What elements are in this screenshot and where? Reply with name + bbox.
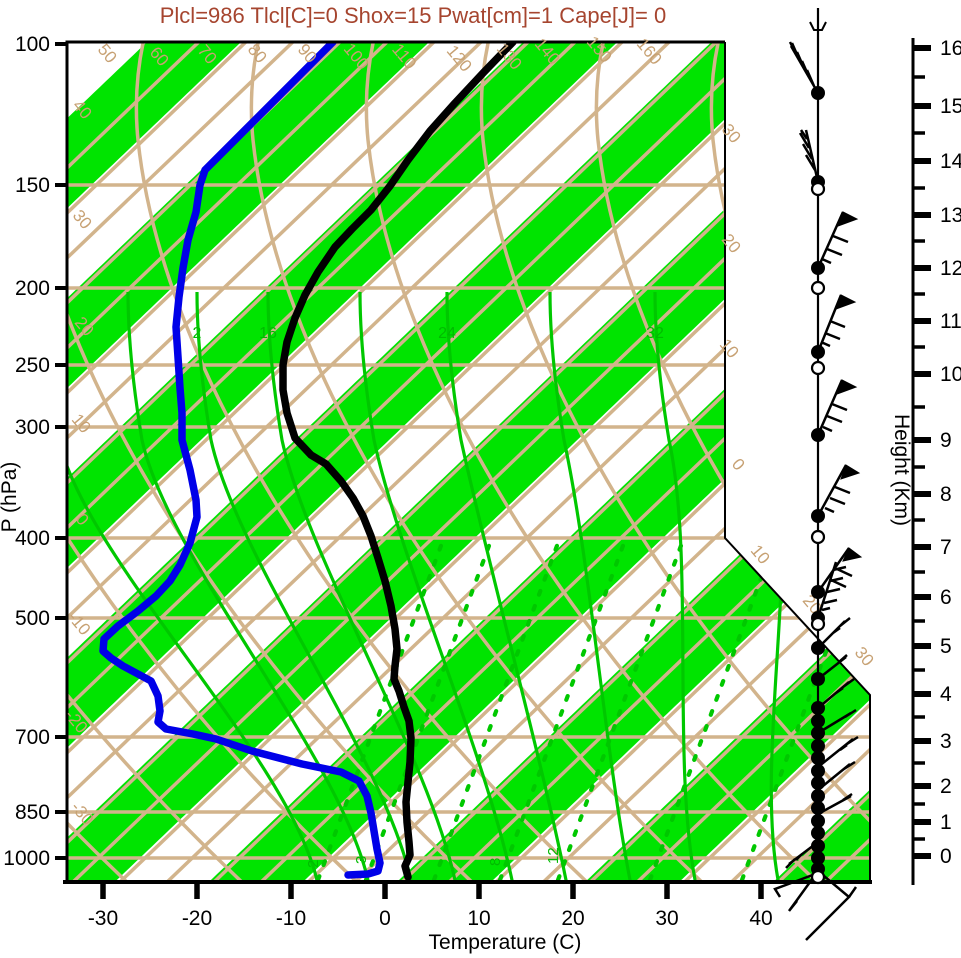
mixing-ratio-lines	[315, 540, 869, 880]
temp-tick-label: 0	[379, 907, 391, 930]
temperature-axis: -30 -20 -10 0 10 20 30 40 Temperature (C…	[88, 883, 773, 954]
temp-tick-label: -30	[88, 907, 118, 930]
pressure-tick-label: 150	[15, 174, 50, 197]
temp-tick-label: 30	[655, 907, 678, 930]
grid-label: 12	[545, 847, 562, 864]
height-tick-label: 16	[940, 37, 961, 60]
pressure-tick-label: 400	[15, 527, 50, 550]
pressure-tick-label: 1000	[3, 847, 50, 870]
grid-label: 30	[851, 643, 878, 670]
grid-label: 8	[487, 858, 504, 866]
height-tick-label: 9	[940, 429, 952, 452]
moist-adiabat-lines	[67, 291, 784, 880]
grid-label: 16	[259, 325, 277, 342]
grid-label: 10	[747, 541, 774, 568]
temp-tick-label: 40	[749, 907, 772, 930]
plot-border	[63, 40, 872, 884]
wind-barb-flags	[835, 211, 863, 562]
height-tick-label: 3	[940, 730, 952, 753]
pressure-tick-label: 850	[15, 801, 50, 824]
dry-adiabat-lines	[67, 42, 870, 880]
chart-title: Plcl=986 Tlcl[C]=0 Shox=15 Pwat[cm]=1 Ca…	[160, 3, 666, 28]
height-tick-label: 11	[940, 310, 961, 333]
moist-adiabat-labels: 2 16 24 32	[193, 325, 664, 342]
height-tick-label: 7	[940, 536, 952, 559]
pressure-axis-title: P (hPa)	[0, 462, 21, 533]
height-tick-label: 1	[940, 811, 952, 834]
wind-barb-top-hook	[809, 21, 827, 31]
isotherm-lines	[67, 42, 870, 880]
height-tick-label: 12	[940, 257, 961, 280]
wind-level-dots	[811, 86, 825, 876]
grid-label: 24	[438, 325, 456, 342]
mixing-ratio-labels: 2 3 8 12	[305, 847, 562, 868]
grid-label: 2	[193, 325, 202, 342]
grid-label: 3	[353, 856, 370, 864]
pressure-tick-label: 200	[15, 277, 50, 300]
height-tick-label: 5	[940, 635, 952, 658]
height-tick-label: 13	[940, 204, 961, 227]
temperature-curve	[279, 42, 517, 880]
height-tick-label: 15	[940, 95, 961, 118]
height-tick-label: 4	[940, 683, 952, 706]
wind-barbs	[773, 41, 859, 941]
grid-label: 2	[305, 860, 322, 868]
pressure-tick-label: 500	[15, 607, 50, 630]
temperature-axis-title: Temperature (C)	[429, 931, 582, 954]
pressure-tick-label: 250	[15, 354, 50, 377]
height-tick-label: 0	[940, 845, 952, 868]
height-tick-label: 14	[940, 150, 961, 173]
wind-open-circles	[810, 181, 826, 885]
grid-label: 32	[646, 325, 664, 342]
height-tick-label: 6	[940, 586, 952, 609]
temp-tick-label: 20	[561, 907, 584, 930]
temp-tick-label: 10	[467, 907, 490, 930]
height-tick-label: 10	[940, 363, 961, 386]
height-axis: 16 15 14 13 12 11 10 9 8 7 6 5 4 3 2 1 0…	[890, 37, 961, 885]
height-axis-title: Height (Km)	[890, 414, 913, 526]
dewpoint-curve	[99, 42, 384, 879]
pressure-axis: 100 150 200 250 300 400 500 700 850 1000…	[0, 33, 66, 870]
pressure-tick-label: 300	[15, 416, 50, 439]
height-tick-label: 2	[940, 775, 952, 798]
pressure-tick-label: 700	[15, 726, 50, 749]
wind-barb-column	[773, 8, 863, 941]
height-tick-label: 8	[940, 483, 952, 506]
temp-tick-label: -20	[182, 907, 212, 930]
pressure-tick-label: 100	[15, 33, 50, 56]
temp-tick-label: -10	[276, 907, 306, 930]
grid-label: 0	[728, 455, 749, 474]
